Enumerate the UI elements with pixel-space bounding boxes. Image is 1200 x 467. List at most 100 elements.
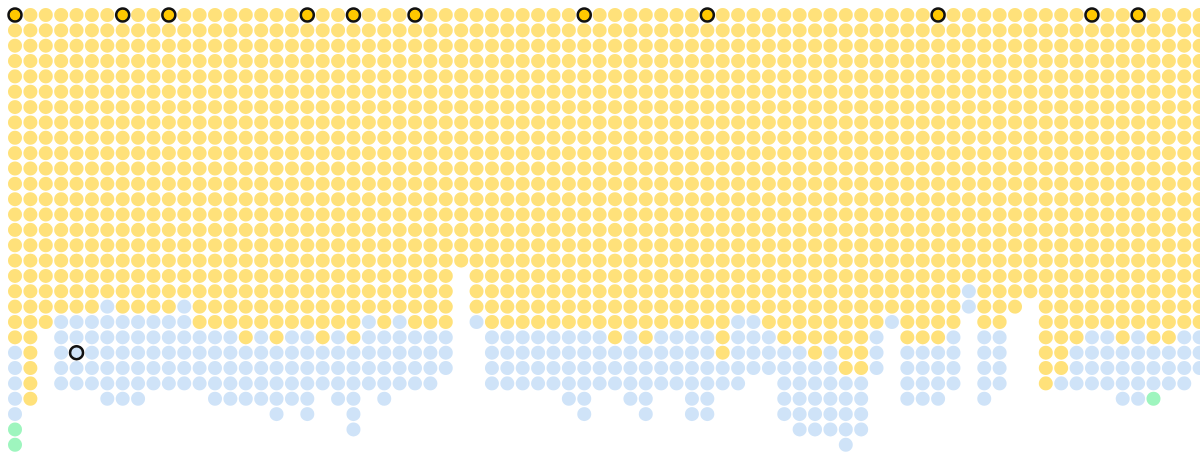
dot-yellow [700,115,715,130]
dot-yellow [438,69,453,84]
dot-yellow [223,299,238,314]
dot-yellow [1131,23,1146,38]
dot-yellow [900,207,915,222]
dot-blue [377,391,392,406]
dot-yellow [515,192,530,207]
dot-blue [331,330,346,345]
dot-yellow [315,176,330,191]
dot-yellow [315,38,330,53]
dot-yellow [715,284,730,299]
dot-blue [346,391,361,406]
dot-yellow [900,115,915,130]
dot-yellow [161,222,176,237]
dot-yellow [1038,69,1053,84]
dot-yellow [961,253,976,268]
dot-yellow [100,284,115,299]
dot-yellow [838,84,853,99]
dot-yellow [561,130,576,145]
dot-yellow [992,84,1007,99]
dot-yellow [361,130,376,145]
dot-yellow [884,192,899,207]
dot-blue [8,376,22,391]
dot-yellow [531,284,546,299]
dot-yellow [408,176,423,191]
dot-yellow [638,192,653,207]
dot-yellow [854,130,869,145]
dot-yellow [1192,38,1200,53]
dot-blue [869,361,884,376]
dot-yellow [500,207,515,222]
dot-yellow [700,38,715,53]
dot-yellow [992,54,1007,69]
dot-blue [531,361,546,376]
dot-yellow [69,176,84,191]
dot-yellow [1146,146,1161,161]
dot-blue [977,361,992,376]
dot-blue [792,361,807,376]
dot-yellow [238,8,253,22]
dot-yellow [746,238,761,253]
dot-yellow [1115,100,1130,115]
dot-blue [515,376,530,391]
dot-yellow [408,23,423,38]
dot-yellow [392,69,407,84]
dot-yellow [684,222,699,237]
dot-yellow [915,146,930,161]
dot-blue [1192,361,1200,376]
dot-yellow [377,8,392,22]
dot-yellow [208,69,222,84]
dot-yellow [1131,115,1146,130]
dot-yellow [54,115,69,130]
dot-yellow [946,222,961,237]
dot-blue [977,391,992,406]
dot-yellow [761,38,776,53]
dot-yellow [731,100,746,115]
dot-yellow [577,84,592,99]
dot-yellow [561,284,576,299]
dot-yellow [700,268,715,283]
dot-yellow [823,100,838,115]
dot-blue [638,376,653,391]
dot-yellow [1038,268,1053,283]
dot-yellow [1161,284,1176,299]
dot-yellow [8,315,22,329]
dot-yellow [23,84,38,99]
dot-yellow [608,54,623,69]
dot-yellow [946,268,961,283]
dot-yellow [484,268,499,283]
dot-yellow [484,84,499,99]
dot-yellow [838,161,853,176]
dot-yellow [54,192,69,207]
dot-blue [1146,376,1161,391]
dot-yellow [654,192,669,207]
dot-yellow [823,69,838,84]
dot-yellow [38,192,53,207]
dot-yellow [361,69,376,84]
dot-blue [1131,376,1146,391]
dot-yellow [1177,23,1192,38]
dot-yellow [715,207,730,222]
dot-yellow [100,268,115,283]
dot-yellow [1161,130,1176,145]
dot-yellow [823,161,838,176]
dot-yellow [23,23,38,38]
dot-yellow [1054,345,1069,360]
dot-blue [746,361,761,376]
dot-yellow [346,115,361,130]
dot-yellow [38,238,53,253]
dot-yellow [223,84,238,99]
dot-yellow [438,299,453,314]
dot-yellow [700,299,715,314]
dot-yellow [1146,222,1161,237]
dot-yellow [469,130,484,145]
dot-blue [623,361,638,376]
dot-yellow [869,207,884,222]
dot-yellow [915,161,930,176]
dot-yellow [961,69,976,84]
dot-yellow [1008,222,1023,237]
dot-yellow [1115,315,1130,329]
dot-yellow [977,161,992,176]
dot-yellow [438,207,453,222]
highlighted-dot-yellow [7,7,23,23]
dot-yellow [331,299,346,314]
